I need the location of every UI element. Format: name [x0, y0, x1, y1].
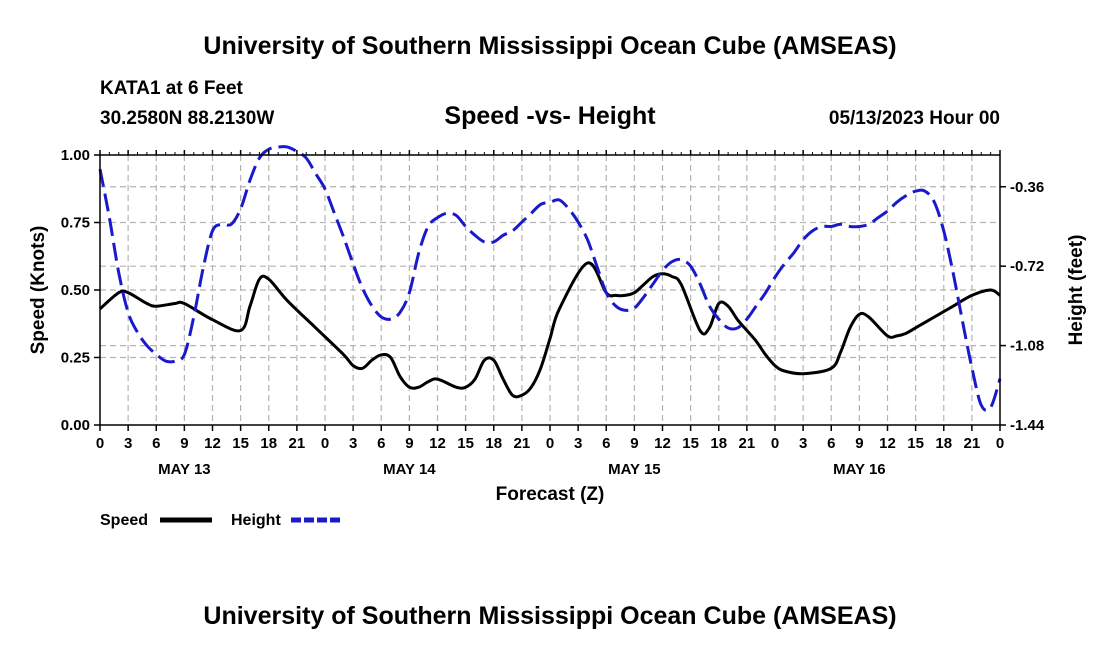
- x-tick-label: 15: [682, 435, 699, 452]
- x-tick-label: 15: [232, 435, 249, 452]
- legend: Speed Height: [100, 512, 343, 529]
- x-tick-label: 9: [855, 435, 863, 452]
- x-tick-label: 3: [124, 435, 132, 452]
- x-tick-label: 3: [574, 435, 582, 452]
- legend-height-label: Height: [231, 512, 281, 529]
- x-tick-label: 18: [485, 435, 502, 452]
- x-tick-label: 21: [964, 435, 981, 452]
- x-tick-label: 6: [152, 435, 160, 452]
- x-tick-label: 0: [321, 435, 329, 452]
- x-tick-label: 0: [96, 435, 104, 452]
- x-tick-label: 6: [602, 435, 610, 452]
- x-tick-label: 15: [907, 435, 924, 452]
- y2-tick-label: -0.36: [1010, 179, 1044, 196]
- series-line-speed: [99, 261, 1001, 399]
- y2-tick-label: -0.72: [1010, 258, 1044, 275]
- axis-ticks: 0 3 6 9 12 15 18 21 0 3 6 9 12 15 18 21 0 3 6 9 12 15 18 21 0 3 6 9…: [61, 147, 1045, 478]
- x-axis-title: Forecast (Z): [496, 484, 605, 505]
- y2-axis-title: Height (feet): [1066, 235, 1087, 346]
- x-tick-label: 12: [429, 435, 446, 452]
- legend-speed-label: Speed: [100, 512, 148, 529]
- y-tick-label: 1.00: [61, 147, 90, 164]
- plot-title: Speed -vs- Height: [444, 102, 656, 130]
- x-tick-label: 21: [289, 435, 306, 452]
- series-line-height: [98, 145, 1002, 412]
- x-tick-label: 21: [739, 435, 756, 452]
- x-tick-label: 12: [879, 435, 896, 452]
- y2-tick-label: -1.08: [1010, 338, 1044, 355]
- x-tick-label: 0: [546, 435, 554, 452]
- x-tick-label: 0: [771, 435, 779, 452]
- x-tick-label: 6: [377, 435, 385, 452]
- station-coordinates: 30.2580N 88.2130W: [100, 108, 274, 129]
- x-day-label: MAY 15: [608, 461, 661, 478]
- grid-lines: [100, 155, 1000, 425]
- y-tick-label: 0.00: [61, 417, 90, 434]
- footer-title: University of Southern Mississippi Ocean…: [203, 602, 896, 630]
- station-label: KATA1 at 6 Feet: [100, 78, 244, 99]
- x-tick-label: 12: [654, 435, 671, 452]
- y-tick-label: 0.50: [61, 282, 90, 299]
- x-tick-label: 15: [457, 435, 474, 452]
- x-tick-label: 18: [935, 435, 952, 452]
- y-tick-label: 0.25: [61, 350, 90, 367]
- x-day-label: MAY 16: [833, 461, 886, 478]
- x-tick-label: 21: [514, 435, 531, 452]
- x-tick-label: 18: [710, 435, 727, 452]
- x-tick-label: 0: [996, 435, 1004, 452]
- chart-main-title: University of Southern Mississippi Ocean…: [203, 32, 896, 60]
- x-tick-label: 9: [405, 435, 413, 452]
- x-tick-label: 12: [204, 435, 221, 452]
- y-axis-title: Speed (Knots): [28, 226, 49, 355]
- x-tick-label: 3: [349, 435, 357, 452]
- x-day-label: MAY 14: [383, 461, 436, 478]
- x-tick-label: 18: [260, 435, 277, 452]
- x-tick-label: 9: [630, 435, 638, 452]
- series-layer: [98, 145, 1002, 412]
- x-tick-label: 3: [799, 435, 807, 452]
- y2-tick-label: -1.44: [1010, 417, 1045, 434]
- forecast-datetime: 05/13/2023 Hour 00: [829, 108, 1000, 129]
- x-tick-label: 6: [827, 435, 835, 452]
- y-tick-label: 0.75: [61, 215, 90, 232]
- x-day-label: MAY 13: [158, 461, 211, 478]
- x-tick-label: 9: [180, 435, 188, 452]
